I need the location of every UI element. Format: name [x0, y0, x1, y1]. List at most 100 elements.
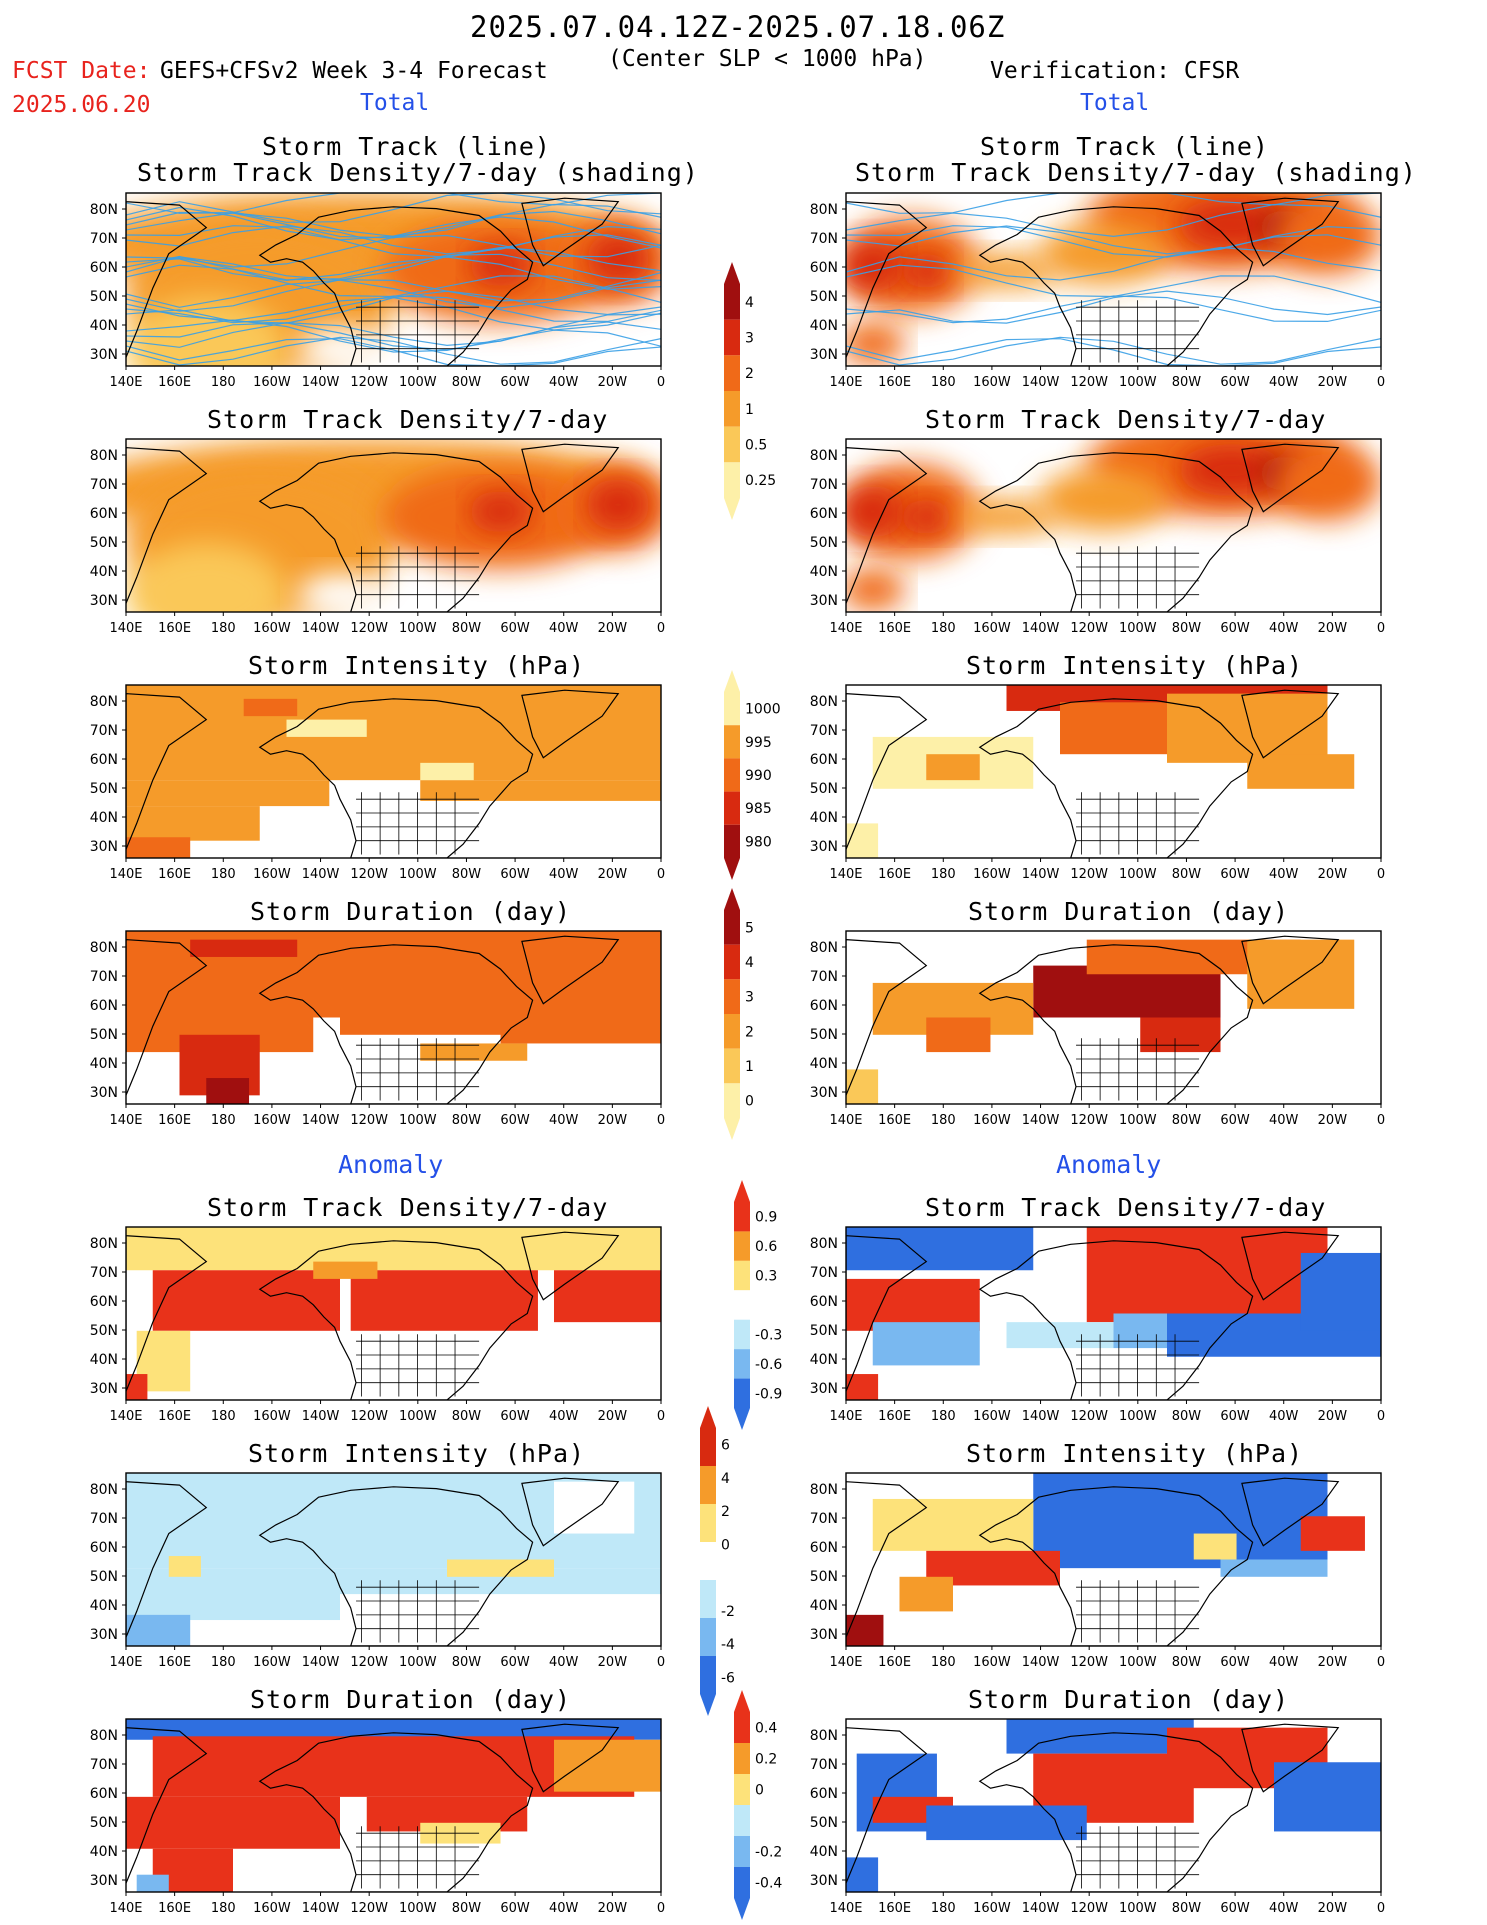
- lon-tick-label: 120W: [1070, 375, 1108, 390]
- lon-tick-label: 80W: [452, 1901, 482, 1916]
- lat-tick-label: 60N: [810, 998, 838, 1014]
- lat-tick-label: 30N: [90, 1085, 118, 1101]
- lat-tick-label: 80N: [90, 1482, 118, 1498]
- lat-tick-label: 80N: [810, 1728, 838, 1744]
- total-label-left: Total: [360, 90, 430, 116]
- title-track-shade-right: Storm Track Density/7-day (shading): [855, 158, 1417, 187]
- lon-tick-label: 20W: [598, 867, 628, 882]
- lon-tick-label: 100W: [1119, 621, 1157, 636]
- lat-tick-label: 30N: [810, 1085, 838, 1101]
- lat-tick-label: 30N: [810, 1381, 838, 1397]
- colorbar-label: 3: [745, 990, 754, 1006]
- title-density-anom-right: Storm Track Density/7-day: [925, 1193, 1327, 1222]
- lon-tick-label: 140E: [109, 1409, 142, 1424]
- lon-tick-label: 140E: [109, 621, 142, 636]
- lat-tick-label: 80N: [90, 448, 118, 464]
- lon-tick-label: 120W: [350, 375, 388, 390]
- lon-tick-label: 140E: [829, 1409, 862, 1424]
- center-slp-note: (Center SLP < 1000 hPa): [608, 46, 927, 72]
- lon-tick-label: 80W: [452, 1113, 482, 1128]
- lon-tick-label: 160E: [158, 1113, 191, 1128]
- lon-tick-label: 60W: [1220, 1113, 1250, 1128]
- colorbar-label: -0.3: [755, 1327, 782, 1343]
- lon-tick-label: 140E: [829, 375, 862, 390]
- lon-tick-label: 20W: [1318, 1901, 1348, 1916]
- lat-tick-label: 50N: [90, 289, 118, 305]
- lon-tick-label: 60W: [500, 867, 530, 882]
- lon-tick-label: 140W: [1022, 1409, 1060, 1424]
- lon-tick-label: 160E: [158, 621, 191, 636]
- colorbar-label: 2: [745, 1024, 754, 1040]
- lon-tick-label: 40W: [1269, 1901, 1299, 1916]
- lon-tick-label: 100W: [1119, 1113, 1157, 1128]
- lon-tick-label: 20W: [598, 1655, 628, 1670]
- lat-tick-label: 80N: [810, 940, 838, 956]
- lon-tick-label: 60W: [500, 621, 530, 636]
- title-track-line-left: Storm Track (line): [262, 132, 551, 161]
- title-density-total-left: Storm Track Density/7-day: [207, 405, 609, 434]
- lon-tick-label: 140W: [1022, 621, 1060, 636]
- lon-tick-label: 160E: [878, 1901, 911, 1916]
- lon-tick-label: 120W: [350, 867, 388, 882]
- lon-tick-label: 100W: [399, 1113, 437, 1128]
- title-density-anom-left: Storm Track Density/7-day: [207, 1193, 609, 1222]
- lat-tick-label: 40N: [90, 1056, 118, 1072]
- lon-tick-label: 140W: [1022, 867, 1060, 882]
- lon-tick-label: 180: [211, 867, 236, 882]
- lon-tick-label: 40W: [1269, 375, 1299, 390]
- lon-tick-label: 140W: [1022, 1655, 1060, 1670]
- lon-tick-label: 40W: [549, 1655, 579, 1670]
- lon-tick-label: 60W: [1220, 621, 1250, 636]
- verification-label: Verification: CFSR: [990, 58, 1240, 84]
- lat-tick-label: 60N: [810, 1294, 838, 1310]
- lat-tick-label: 50N: [90, 1027, 118, 1043]
- lon-tick-label: 80W: [452, 867, 482, 882]
- lon-tick-label: 40W: [1269, 1655, 1299, 1670]
- lon-tick-label: 160W: [973, 1655, 1011, 1670]
- lon-tick-label: 40W: [549, 1409, 579, 1424]
- lat-tick-label: 50N: [90, 1815, 118, 1831]
- lon-tick-label: 20W: [598, 621, 628, 636]
- lat-tick-label: 80N: [810, 1482, 838, 1498]
- colorbar-label: 4: [721, 1471, 730, 1487]
- colorbar-label: 995: [745, 735, 772, 751]
- colorbar-duration-anom: 0.4 0.2 0 -0.2 -0.4: [734, 1690, 782, 1920]
- lat-tick-label: 40N: [810, 564, 838, 580]
- colorbar-label: 0.2: [755, 1752, 777, 1768]
- lat-tick-label: 60N: [810, 1540, 838, 1556]
- title-density-total-right: Storm Track Density/7-day: [925, 405, 1327, 434]
- lon-tick-label: 180: [931, 1655, 956, 1670]
- lat-tick-label: 70N: [810, 477, 838, 493]
- lat-tick-label: 50N: [810, 1323, 838, 1339]
- lat-tick-label: 40N: [810, 318, 838, 334]
- lon-tick-label: 20W: [598, 1113, 628, 1128]
- lon-tick-label: 60W: [500, 375, 530, 390]
- fcst-date: 2025.06.20: [12, 92, 151, 118]
- lat-tick-label: 80N: [90, 694, 118, 710]
- lon-tick-label: 180: [931, 867, 956, 882]
- colorbar-label: -0.9: [755, 1386, 782, 1402]
- lon-tick-label: 160E: [878, 867, 911, 882]
- lon-tick-label: 100W: [399, 1655, 437, 1670]
- lon-tick-label: 120W: [1070, 1113, 1108, 1128]
- lon-tick-label: 80W: [452, 1655, 482, 1670]
- lon-tick-label: 40W: [1269, 1113, 1299, 1128]
- colorbar-label: 2: [721, 1504, 730, 1520]
- colorbar-intensity-total: 1000 995 990 985 980: [724, 670, 781, 880]
- lat-tick-label: 70N: [90, 477, 118, 493]
- lon-tick-label: 160E: [878, 621, 911, 636]
- colorbar-density-total: 4 3 2 1 0.5 0.25: [724, 262, 776, 520]
- lon-tick-label: 180: [211, 621, 236, 636]
- lon-tick-label: 100W: [399, 867, 437, 882]
- lon-tick-label: 140E: [109, 1901, 142, 1916]
- lon-tick-label: 140W: [302, 1113, 340, 1128]
- lon-tick-label: 60W: [1220, 1409, 1250, 1424]
- lat-tick-label: 50N: [810, 1027, 838, 1043]
- colorbar-label: 1: [745, 1059, 754, 1075]
- valid-period: 2025.07.04.12Z-2025.07.18.06Z: [470, 10, 1006, 44]
- lon-tick-label: 40W: [549, 867, 579, 882]
- lon-tick-label: 160W: [973, 1901, 1011, 1916]
- lat-tick-label: 40N: [90, 318, 118, 334]
- lat-tick-label: 60N: [810, 1786, 838, 1802]
- lon-tick-label: 80W: [452, 375, 482, 390]
